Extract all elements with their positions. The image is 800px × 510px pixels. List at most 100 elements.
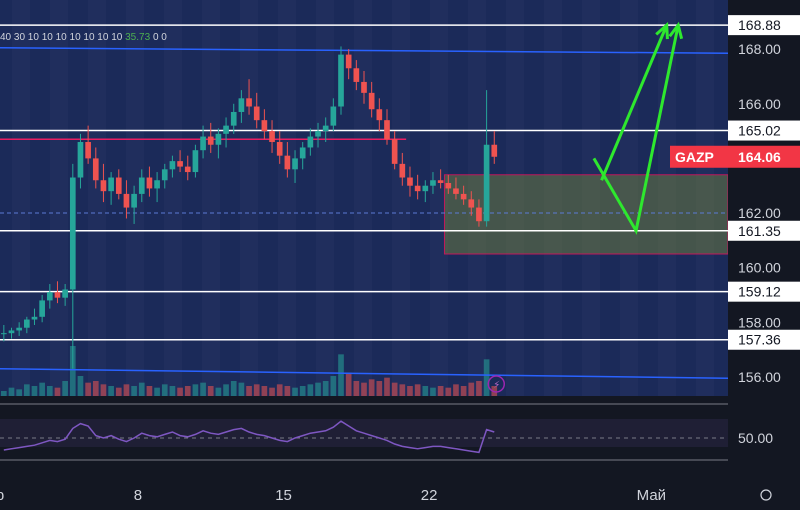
channel-upper-line <box>0 47 729 55</box>
volume-bar <box>391 382 398 396</box>
candle-body <box>307 136 314 148</box>
candle-body <box>261 120 268 132</box>
session-band <box>202 0 220 396</box>
candle-body <box>299 147 306 159</box>
volume-bar <box>345 372 352 396</box>
candle-body <box>491 144 498 157</box>
candle-body <box>115 177 122 194</box>
candle-body <box>322 125 329 132</box>
candle-body <box>108 177 114 192</box>
volume-bar <box>253 384 260 396</box>
candle-body <box>100 180 107 192</box>
session-band <box>582 0 600 396</box>
volume-bar <box>23 384 30 396</box>
lightning-glyph: ⚡ <box>493 380 500 391</box>
candle-body <box>483 144 490 222</box>
y-tick-label: 160.00 <box>738 260 781 276</box>
x-tick-label: 22 <box>421 487 438 504</box>
candle-body <box>338 54 344 107</box>
candle-body <box>468 199 475 208</box>
candle-body <box>177 161 183 167</box>
volume-bar <box>100 384 107 396</box>
volume-bar <box>31 386 38 396</box>
volume-bar <box>230 381 237 396</box>
volume-bars <box>1 346 498 396</box>
time-axis: р 8 15 22 Май <box>0 487 772 504</box>
candle-body <box>131 193 137 208</box>
volume-bar <box>453 384 459 396</box>
candle-body <box>54 292 61 298</box>
candle-body <box>161 169 168 181</box>
candle-body <box>123 193 130 208</box>
candle-body <box>353 68 360 82</box>
volume-bar <box>154 387 160 396</box>
candle-body <box>422 185 429 192</box>
volume-bar <box>131 386 137 396</box>
volume-bar <box>1 391 7 396</box>
volume-bar <box>261 386 268 396</box>
volume-bar <box>315 382 321 396</box>
indicator-prefix: 40 30 10 10 10 10 10 10 10 <box>0 32 123 43</box>
forecast-arrows <box>592 21 684 235</box>
candle-body <box>31 316 38 320</box>
candle-body <box>169 161 176 170</box>
candle-body <box>368 92 375 110</box>
volume-bar <box>353 381 360 396</box>
volume-bar <box>368 379 375 396</box>
volume-bar <box>238 382 245 396</box>
volume-bar <box>307 384 314 396</box>
candle-body <box>460 193 467 200</box>
candle-body <box>8 330 15 334</box>
forecast-arrow <box>592 24 680 235</box>
candle-body <box>345 54 352 69</box>
indicator-zeros: 0 0 <box>152 32 167 43</box>
candles <box>1 46 498 369</box>
candle-body <box>253 106 260 121</box>
candle-body <box>39 300 45 317</box>
volume-bar <box>46 386 53 396</box>
ticker-symbol: GAZP <box>675 149 714 165</box>
volume-bar <box>184 386 191 396</box>
volume-bar <box>292 387 298 396</box>
rsi-line <box>3 420 495 454</box>
candle-body <box>430 180 436 186</box>
candle-body <box>330 106 337 126</box>
session-band <box>12 0 30 396</box>
candle-body <box>207 136 214 145</box>
candle-body <box>46 292 53 301</box>
candle-body <box>200 136 206 151</box>
x-tick-label: Май <box>637 487 666 504</box>
volume-bar <box>108 386 114 396</box>
candle-body <box>437 180 444 183</box>
volume-bar <box>169 386 176 396</box>
volume-bar <box>200 382 206 396</box>
rsi-bg <box>0 402 728 462</box>
volume-bar <box>115 387 122 396</box>
volume-bar <box>146 386 153 396</box>
y-tick-label: 156.00 <box>738 369 781 385</box>
volume-bar <box>161 384 168 396</box>
level-label-bg <box>728 15 800 36</box>
candle-body <box>16 327 22 331</box>
price-axis: 168.00 166.00 162.00 160.00 158.00 156.00 168.… <box>487 0 800 396</box>
volume-bar <box>407 386 413 396</box>
level-label-bg <box>728 220 800 241</box>
volume-bar <box>376 381 383 396</box>
volume-bar <box>437 386 444 396</box>
candle-body <box>284 155 291 170</box>
indicator-value: 35.73 <box>125 32 151 43</box>
channel-lower-line <box>0 367 729 379</box>
price-label: 164.06 <box>738 149 781 165</box>
volume-bar <box>85 382 91 396</box>
session-band <box>696 0 714 396</box>
volume-bar <box>276 384 283 396</box>
level-label: 157.36 <box>738 332 781 348</box>
candle-body <box>184 166 191 173</box>
volume-bar <box>39 382 45 396</box>
price-pane-bg <box>0 0 728 396</box>
candle-body <box>23 319 30 328</box>
candle-body <box>445 182 452 189</box>
candle-body <box>276 142 283 156</box>
volume-bar <box>361 382 367 396</box>
